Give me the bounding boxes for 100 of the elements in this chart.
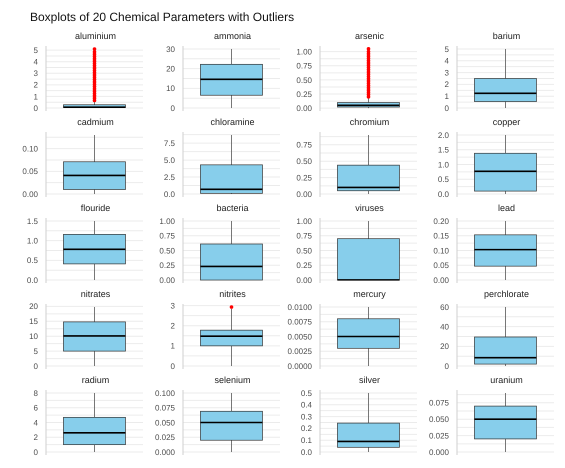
- y-tick-label: 1: [444, 92, 450, 102]
- y-tick-label: 2.0: [438, 130, 450, 140]
- y-tick-label: 4: [34, 418, 39, 428]
- y-tick-label: 60: [440, 302, 450, 312]
- y-tick-label: 4: [34, 58, 39, 67]
- y-tick-label: 30: [166, 44, 176, 54]
- y-tick-label: 0.4: [300, 400, 313, 410]
- y-tick-label: 0.75: [159, 232, 176, 241]
- y-tick-label: 3: [34, 69, 39, 78]
- chart-title: selenium: [213, 374, 252, 387]
- y-tick-label: 0: [444, 104, 450, 113]
- y-tick-label: 0.0075: [288, 318, 313, 327]
- y-tick-label: 0.00: [296, 276, 313, 285]
- y-tick-label: 0.25: [159, 261, 176, 270]
- y-tick-label: 20: [440, 342, 450, 352]
- y-tick-label: 10: [166, 84, 176, 94]
- y-tick-label: 2.5: [164, 172, 176, 182]
- y-tick-label: 1.0: [438, 160, 450, 170]
- y-tick-label: 0.00: [22, 190, 39, 199]
- chart-title: mercury: [352, 288, 387, 301]
- y-tick-label: 0.10: [433, 246, 450, 256]
- chart-title: bacteria: [215, 202, 250, 215]
- y-tick-label: 0.15: [433, 232, 450, 241]
- y-tick-label: 0.0: [300, 448, 313, 457]
- y-tick-label: 0.20: [433, 216, 450, 226]
- y-tick-label: 0.5: [26, 256, 39, 266]
- y-tick-label: 1.5: [438, 146, 450, 155]
- y-tick-label: 2: [34, 433, 39, 442]
- chart-title: chloramine: [209, 116, 256, 129]
- chart-title: radium: [80, 374, 110, 387]
- y-tick-label: 0.0: [26, 276, 39, 285]
- y-tick-label: 0.50: [296, 76, 313, 85]
- y-tick-label: 10: [29, 332, 39, 342]
- chart-title: lead: [496, 202, 516, 215]
- y-tick-label: 1: [170, 342, 176, 351]
- y-tick-label: 0.25: [296, 173, 313, 182]
- y-tick-label: 0.050: [154, 418, 176, 428]
- y-tick-label: 0.5: [438, 175, 450, 184]
- y-tick-label: 8: [34, 388, 39, 398]
- y-tick-label: 4: [444, 56, 450, 66]
- y-tick-label: 0.75: [296, 140, 313, 150]
- y-tick-label: 1.00: [296, 216, 313, 226]
- y-tick-label: 0.50: [296, 246, 313, 256]
- y-tick-label: 0.05: [433, 261, 450, 270]
- y-tick-label: 0.000: [154, 448, 176, 457]
- y-tick-label: 0.00: [159, 276, 176, 285]
- y-tick-label: 0.0: [438, 190, 450, 199]
- chart-title: perchlorate: [482, 288, 530, 301]
- y-tick-label: 0.0: [164, 190, 176, 199]
- y-tick-label: 0.25: [296, 90, 313, 99]
- y-tick-label: 0.0050: [288, 332, 313, 342]
- y-tick-label: 0: [34, 448, 39, 457]
- y-tick-label: 0.000: [428, 448, 450, 457]
- y-tick-label: 0.075: [154, 404, 176, 413]
- y-tick-label: 0.025: [428, 431, 450, 440]
- y-tick-label: 5: [34, 346, 39, 356]
- chart-title: ammonia: [212, 30, 252, 43]
- y-tick-label: 0: [34, 362, 39, 371]
- y-tick-label: 20: [166, 64, 176, 74]
- y-tick-label: 0.50: [159, 246, 176, 256]
- y-tick-label: 15: [29, 317, 39, 326]
- y-tick-label: 0.025: [154, 433, 176, 442]
- y-tick-label: 1.0: [26, 236, 39, 246]
- chart-title: silver: [358, 374, 381, 387]
- y-tick-label: 20: [29, 302, 39, 312]
- chart-title: copper: [492, 116, 522, 129]
- y-tick-label: 0.00: [296, 104, 313, 114]
- chart-title: arsenic: [354, 30, 385, 43]
- y-tick-label: 1: [34, 92, 39, 102]
- y-tick-label: 5.0: [164, 156, 176, 165]
- chart-title: uranium: [489, 374, 524, 387]
- y-tick-label: 0.100: [154, 388, 176, 398]
- y-tick-label: 1.00: [159, 216, 176, 226]
- y-tick-label: 0.5: [300, 388, 313, 398]
- chart-title: barium: [492, 30, 522, 43]
- y-tick-label: 3: [170, 301, 176, 310]
- y-tick-label: 0: [170, 104, 176, 113]
- y-tick-label: 0.50: [296, 157, 313, 166]
- y-tick-label: 5: [444, 44, 450, 54]
- text: Boxplots of 20 Chemical Parameters with Outliers: [29, 9, 296, 26]
- y-tick-label: 0.00: [433, 276, 450, 285]
- chart-title: nitrites: [218, 288, 247, 301]
- y-tick-label: 40: [440, 322, 450, 332]
- chart-title: nitrates: [80, 288, 112, 301]
- y-tick-label: 1.5: [26, 216, 39, 226]
- chart-title: flouride: [80, 202, 112, 215]
- y-tick-label: 2: [444, 80, 450, 90]
- y-tick-label: 0.10: [22, 144, 39, 154]
- chart-title: viruses: [354, 202, 385, 215]
- y-tick-label: 0.075: [428, 398, 450, 408]
- y-tick-label: 1.00: [296, 47, 313, 56]
- y-tick-label: 0: [34, 104, 39, 113]
- y-tick-label: 0.05: [22, 167, 39, 176]
- chart-title: chromium: [348, 116, 390, 129]
- y-tick-label: 0.2: [300, 424, 313, 434]
- y-tick-label: 5: [34, 46, 39, 56]
- y-tick-label: 0.75: [296, 62, 313, 71]
- y-tick-label: 0.0025: [288, 347, 313, 356]
- y-tick-label: 0.25: [296, 261, 313, 270]
- y-tick-label: 0: [170, 362, 176, 371]
